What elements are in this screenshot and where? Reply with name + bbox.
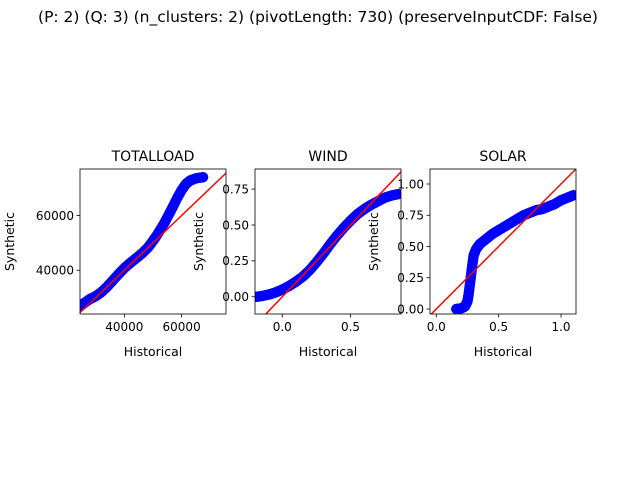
solar-panel: 0.0 0.5 1.0 0.00 0.25 0.50 0.75 1.00 SOLAR Histor… — [366, 149, 577, 359]
totalload-title: TOTALLOAD — [111, 149, 195, 165]
wind-point — [393, 188, 401, 200]
figure-suptitle: (P: 2) (Q: 3) (n_clusters: 2) (pivotLeng… — [38, 8, 598, 27]
solar-points — [451, 190, 576, 314]
totalload-ytick-label: 60000 — [36, 209, 74, 223]
totalload-points — [80, 172, 209, 311]
wind-title: WIND — [308, 149, 347, 165]
solar-point — [568, 190, 576, 201]
wind-ytick-label: 0.25 — [222, 254, 249, 268]
wind-ytick-label: 0.75 — [222, 182, 249, 196]
wind-xtick-label: 0.0 — [273, 320, 292, 334]
solar-xtick-label: 0.5 — [489, 320, 508, 334]
solar-xtick-label: 0.0 — [427, 320, 446, 334]
totalload-reference-line — [80, 172, 226, 314]
totalload-ytick-label: 40000 — [36, 264, 74, 278]
solar-ytick-label: 0.00 — [397, 302, 424, 316]
totalload-axes-frame — [79, 168, 227, 315]
solar-ylabel: Synthetic — [366, 212, 381, 271]
wind-ylabel: Synthetic — [191, 212, 206, 271]
wind-xlabel: Historical — [299, 344, 358, 359]
solar-ytick-label: 0.75 — [397, 209, 424, 223]
totalload-panel: 40000 60000 40000 60000 TOTALLOAD Historical S… — [2, 149, 227, 359]
wind-panel: 0.0 0.5 0.00 0.25 0.50 0.75 WIND Historical Synt… — [191, 149, 402, 359]
wind-axes-frame — [254, 168, 402, 315]
wind-reference-line — [264, 170, 401, 314]
totalload-ylabel: Synthetic — [2, 212, 17, 271]
solar-xtick-label: 1.0 — [551, 320, 570, 334]
solar-ytick-label: 0.50 — [397, 240, 424, 254]
solar-axes-frame — [429, 168, 577, 315]
totalload-point — [197, 172, 209, 183]
totalload-xtick-label: 60000 — [163, 320, 201, 334]
solar-reference-line — [430, 169, 576, 314]
solar-ytick-label: 1.00 — [397, 177, 424, 191]
totalload-xtick-label: 40000 — [105, 320, 143, 334]
wind-ytick-label: 0.50 — [222, 218, 249, 232]
solar-title: SOLAR — [479, 149, 527, 165]
wind-ytick-label: 0.00 — [222, 290, 249, 304]
wind-xtick-label: 0.5 — [341, 320, 360, 334]
totalload-xlabel: Historical — [124, 344, 183, 359]
solar-ytick-label: 0.25 — [397, 271, 424, 285]
solar-xlabel: Historical — [474, 344, 533, 359]
